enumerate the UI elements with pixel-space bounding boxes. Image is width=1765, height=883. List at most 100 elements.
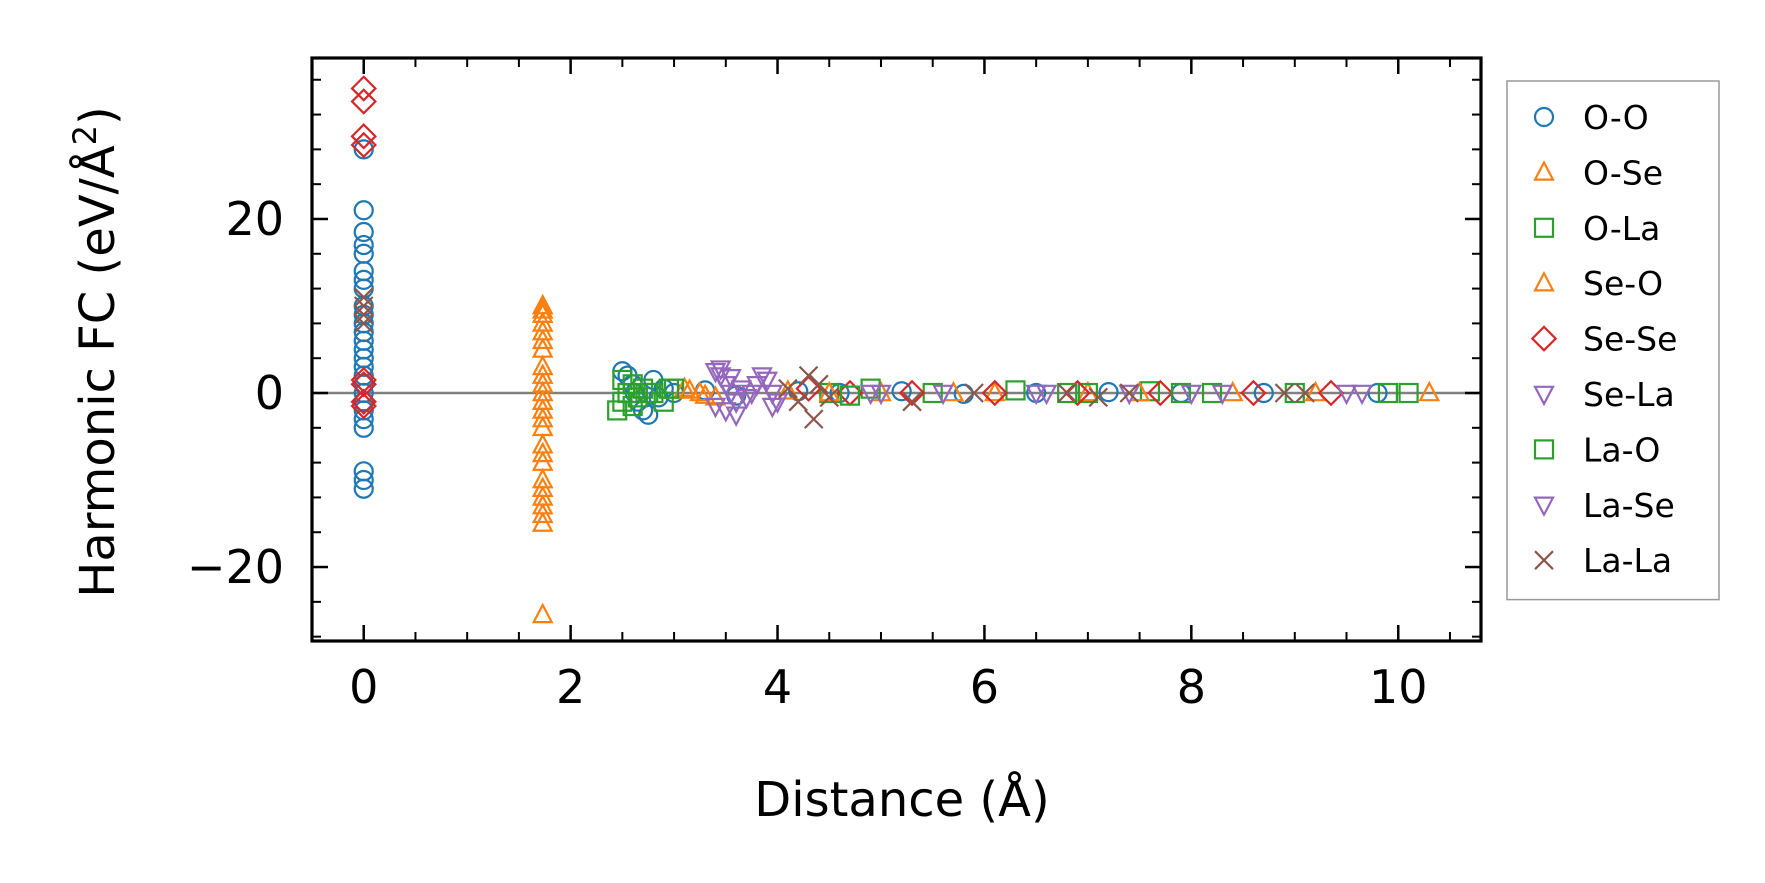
series-la-la — [353, 287, 1315, 429]
data-point — [1295, 383, 1315, 403]
data-point — [803, 409, 824, 429]
legend-label: O-La — [1583, 209, 1660, 248]
data-point — [964, 383, 984, 403]
y-axis-label: Harmonic FC (eV/Å2) — [66, 106, 126, 598]
data-point — [1418, 380, 1441, 402]
legend-label: Se-O — [1583, 264, 1663, 303]
data-point — [704, 362, 727, 384]
data-point — [777, 379, 799, 400]
legend-label: O-O — [1583, 98, 1649, 137]
data-point — [353, 221, 374, 243]
data-point — [350, 88, 377, 115]
data-point — [725, 406, 747, 428]
data-point — [353, 478, 374, 499]
data-point — [1240, 379, 1267, 407]
axis-ticks: 0 2 4 6 8 10 −20 0 20 — [187, 58, 1481, 714]
data-point — [891, 381, 912, 402]
data-point — [1274, 383, 1295, 403]
data-point — [983, 380, 1006, 402]
legend-marker — [1533, 217, 1555, 238]
legend-label: O-Se — [1583, 153, 1663, 192]
data-point — [350, 75, 377, 102]
data-point — [1398, 382, 1419, 404]
data-point — [1377, 382, 1398, 404]
data-point — [1025, 384, 1047, 406]
data-point — [638, 382, 659, 404]
data-point — [981, 379, 1009, 407]
data-point — [1005, 380, 1026, 401]
data-point — [531, 328, 554, 350]
data-point — [1367, 382, 1388, 404]
legend-marker — [1533, 496, 1555, 518]
legend-label: La-O — [1583, 430, 1660, 469]
data-point — [735, 389, 758, 410]
legend-entry: Se-O — [1533, 264, 1663, 303]
legend-entry: Se-Se — [1530, 320, 1677, 359]
data-point — [353, 269, 374, 290]
data-point — [1147, 379, 1174, 407]
data-point — [694, 383, 716, 404]
y-axis-label-close: ) — [70, 106, 126, 125]
data-point — [353, 287, 374, 308]
data-point — [720, 369, 742, 390]
data-point — [870, 384, 892, 406]
x-tick-label: 10 — [1369, 660, 1428, 714]
data-point — [829, 382, 850, 404]
data-point — [859, 384, 882, 406]
data-point — [531, 363, 554, 384]
data-point — [839, 385, 861, 406]
data-point — [902, 391, 922, 412]
y-tick-label: −20 — [187, 540, 284, 594]
data-point — [1098, 382, 1119, 403]
data-point — [350, 392, 377, 420]
data-point — [1170, 382, 1192, 404]
legend-marker — [1530, 325, 1558, 352]
data-point — [1057, 383, 1077, 403]
data-point — [531, 511, 554, 532]
legend-label: Se-Se — [1583, 320, 1677, 359]
series-o-o — [353, 139, 1388, 499]
data-point — [612, 369, 633, 391]
legend-entry: O-La — [1533, 209, 1660, 248]
data-point — [798, 365, 819, 386]
data-point — [819, 387, 840, 408]
y-tick-label: 20 — [225, 192, 284, 246]
data-point — [1351, 384, 1373, 406]
legend-marker — [1533, 439, 1555, 460]
data-point — [1077, 382, 1098, 404]
legend-marker — [1533, 270, 1555, 292]
data-point — [353, 200, 374, 221]
data-point — [766, 393, 789, 414]
legend-label: La-La — [1583, 541, 1672, 580]
data-point — [350, 123, 377, 150]
data-point — [353, 139, 374, 160]
legend-marker — [1533, 160, 1555, 181]
series-la-se — [709, 360, 1358, 428]
data-point — [1057, 382, 1078, 404]
data-point — [353, 469, 374, 491]
data-points — [350, 75, 1441, 624]
data-point — [350, 371, 377, 398]
data-point — [1035, 384, 1058, 406]
data-point — [531, 441, 554, 463]
data-point — [531, 476, 554, 498]
series-la-o — [612, 369, 1398, 417]
data-point — [1180, 384, 1203, 406]
x-tick-label: 6 — [970, 660, 999, 714]
data-point — [788, 391, 808, 412]
x-tick-label: 2 — [556, 660, 585, 714]
series-o-se — [531, 293, 1441, 624]
x-tick-label: 4 — [763, 660, 792, 714]
plot-frame — [310, 56, 1483, 643]
data-point — [353, 234, 374, 256]
legend-label: Se-La — [1583, 375, 1675, 414]
legend-entry: La-La — [1534, 541, 1672, 580]
data-point — [673, 376, 696, 397]
data-point — [658, 378, 680, 399]
legend-marker — [1533, 385, 1555, 407]
data-point — [1119, 383, 1140, 403]
data-point — [1253, 382, 1274, 404]
data-point — [531, 298, 554, 319]
data-point — [1088, 387, 1109, 408]
